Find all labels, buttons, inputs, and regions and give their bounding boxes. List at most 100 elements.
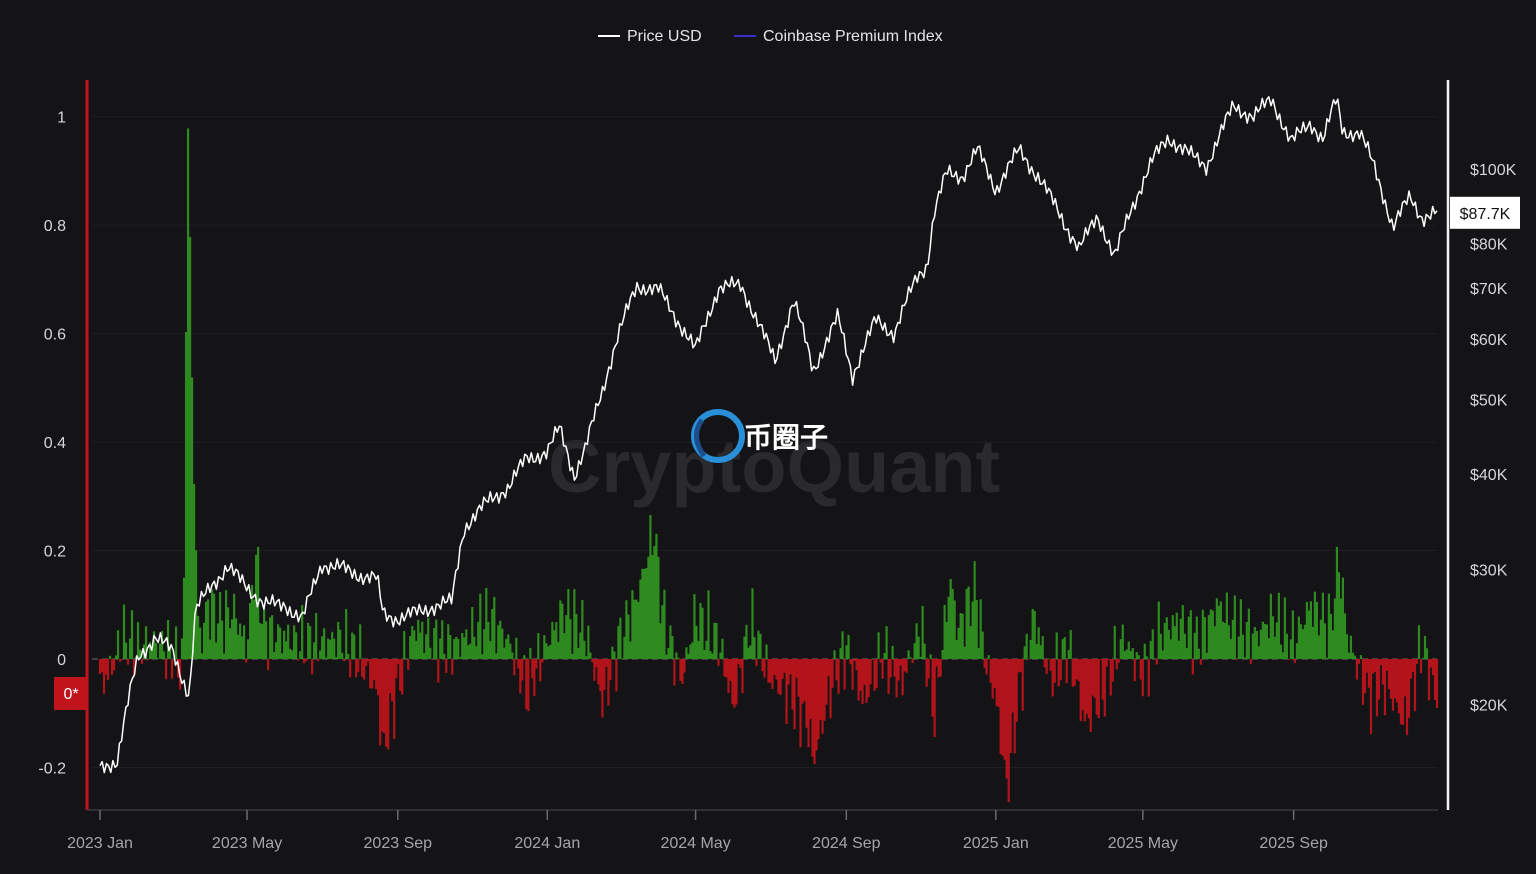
- premium-bar: [859, 659, 862, 691]
- premium-bar: [327, 638, 330, 659]
- premium-bar: [1061, 639, 1064, 659]
- premium-bar: [875, 659, 878, 689]
- premium-bar: [381, 659, 384, 732]
- premium-bar: [1011, 659, 1014, 713]
- premium-bar: [405, 658, 408, 660]
- premium-bar: [973, 561, 976, 659]
- premium-bar: [825, 659, 828, 705]
- premium-bar: [120, 659, 124, 660]
- premium-bar: [581, 599, 584, 659]
- x-tick-label: 2024 Jan: [514, 835, 580, 852]
- premium-bar: [717, 659, 720, 666]
- premium-bar: [182, 577, 186, 659]
- premium-bar: [899, 659, 902, 666]
- premium-bar: [957, 627, 960, 659]
- premium-bar: [283, 630, 286, 659]
- premium-bar: [1107, 659, 1110, 660]
- premium-bar: [1081, 659, 1084, 710]
- legend: Price USD Coinbase Premium Index: [598, 28, 943, 45]
- premium-bar: [146, 659, 150, 661]
- premium-bar: [1143, 643, 1146, 659]
- premium-bar: [363, 659, 366, 680]
- premium-bar: [611, 646, 614, 659]
- premium-bar: [805, 659, 808, 728]
- premium-bar: [613, 651, 616, 659]
- premium-bar: [138, 649, 142, 659]
- premium-bar: [281, 653, 284, 659]
- premium-bar: [1283, 597, 1286, 659]
- premium-bar: [1137, 655, 1140, 659]
- premium-bar: [1255, 631, 1258, 659]
- premium-bar: [277, 624, 280, 659]
- premium-bar: [1383, 659, 1387, 716]
- premium-bar: [447, 624, 450, 659]
- premium-bar: [202, 622, 206, 659]
- legend-item-price[interactable]: Price USD: [598, 28, 702, 45]
- premium-bar: [251, 585, 254, 659]
- premium-bar: [1195, 616, 1198, 659]
- premium-bar: [180, 638, 184, 659]
- legend-item-premium[interactable]: Coinbase Premium Index: [734, 28, 943, 45]
- premium-bar: [681, 659, 684, 684]
- premium-bar: [1415, 659, 1419, 664]
- premium-bar: [128, 638, 132, 659]
- premium-bar: [467, 645, 470, 659]
- premium-bar: [1077, 659, 1080, 682]
- premium-bar: [1125, 649, 1128, 659]
- premium-bar: [110, 659, 114, 675]
- premium-bar: [519, 659, 522, 694]
- premium-bar: [465, 629, 468, 659]
- premium-bar: [1239, 599, 1242, 659]
- premium-bar: [553, 630, 556, 659]
- premium-bar: [909, 657, 912, 659]
- current-price-badge-label: $87.7K: [1460, 206, 1511, 223]
- premium-bar: [1105, 659, 1108, 667]
- premium-bar: [1343, 613, 1347, 659]
- premium-bar: [415, 640, 418, 659]
- premium-bar: [313, 642, 316, 659]
- premium-bar: [649, 515, 652, 659]
- premium-bar: [489, 641, 492, 659]
- premium-bar: [615, 659, 618, 692]
- premium-bar: [549, 644, 552, 659]
- premium-bar: [200, 653, 204, 659]
- premium-bar: [1269, 593, 1272, 659]
- premium-bar: [1097, 659, 1100, 719]
- left-tick-label: 0.6: [44, 327, 66, 344]
- premium-bar: [477, 621, 480, 659]
- premium-bar: [985, 659, 988, 675]
- premium-bar: [943, 604, 946, 659]
- premium-bar: [361, 659, 364, 678]
- premium-bar: [375, 659, 378, 690]
- premium-bar: [112, 659, 116, 671]
- legend-label-price: Price USD: [627, 28, 702, 45]
- premium-bar: [393, 659, 396, 739]
- premium-bar: [925, 659, 928, 687]
- premium-bar: [1091, 659, 1094, 696]
- premium-bar: [373, 659, 376, 681]
- premium-bar: [911, 659, 914, 664]
- premium-bar: [1071, 659, 1074, 687]
- premium-bar: [777, 659, 780, 694]
- premium-bar: [1145, 656, 1148, 659]
- premium-bar: [427, 617, 430, 659]
- premium-bar: [104, 659, 108, 675]
- premium-bar: [451, 659, 454, 675]
- premium-bar: [947, 596, 950, 659]
- premium-bar: [739, 659, 742, 669]
- premium-bar: [495, 653, 498, 659]
- premium-bar: [729, 659, 732, 681]
- premium-bar: [981, 631, 984, 659]
- premium-bar: [399, 659, 402, 692]
- premium-bar: [787, 659, 790, 685]
- premium-bar: [425, 634, 428, 659]
- premium-bar: [148, 642, 152, 659]
- premium-bar: [711, 653, 714, 659]
- premium-bar: [577, 648, 580, 659]
- premium-bar: [271, 615, 274, 659]
- premium-bar: [1055, 632, 1058, 659]
- premium-bar: [337, 621, 340, 659]
- premium-bar: [367, 659, 370, 662]
- premium-bar: [695, 625, 698, 659]
- premium-bar: [843, 659, 846, 690]
